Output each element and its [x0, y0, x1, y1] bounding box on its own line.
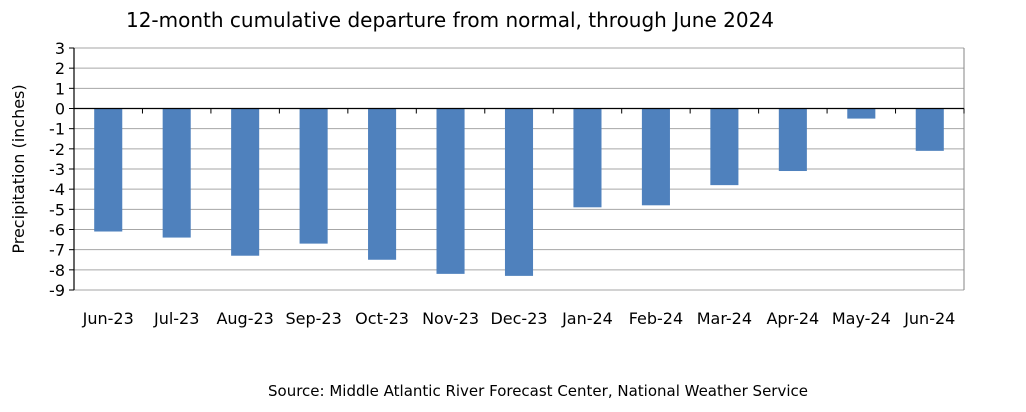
x-tick-label: Jan-24	[561, 309, 613, 328]
y-tick-label: -7	[49, 241, 65, 260]
bar-jul-23	[162, 108, 191, 238]
x-tick-label: Jul-23	[153, 309, 199, 328]
x-tick-labels: Jun-23 Jul-23 Aug-23 Sep-23 Oct-23 Nov-23 Dec-…	[82, 309, 956, 328]
y-tick-label: -6	[49, 221, 65, 240]
x-tick-label: May-24	[832, 309, 891, 328]
bar-feb-24	[641, 108, 670, 206]
bar-mar-24	[710, 108, 739, 186]
y-tick-label: 1	[55, 79, 65, 98]
y-tick-label: -5	[49, 200, 65, 219]
x-tick-label: Feb-24	[629, 309, 683, 328]
bar-aug-23	[231, 108, 260, 256]
chart-title: 12-month cumulative departure from norma…	[126, 8, 774, 32]
x-tick-label: Nov-23	[422, 309, 479, 328]
bar-apr-24	[778, 108, 807, 172]
bars	[94, 108, 944, 276]
source-note: Source: Middle Atlantic River Forecast C…	[268, 382, 808, 400]
x-tick-label: Sep-23	[285, 309, 341, 328]
y-tick-label: -3	[49, 160, 65, 179]
x-tick-label: Jun-24	[903, 309, 955, 328]
bar-jun-23	[94, 108, 123, 232]
y-tick-label: -8	[49, 261, 65, 280]
bar-oct-23	[368, 108, 397, 260]
y-tick-label: 0	[55, 100, 65, 119]
y-tick-label: 3	[55, 39, 65, 58]
bar-jun-24	[915, 108, 944, 151]
bar-may-24	[847, 108, 876, 119]
y-tick-label: -1	[49, 120, 65, 139]
y-axis-label: Precipitation (inches)	[9, 84, 28, 253]
y-tick-label: -2	[49, 140, 65, 159]
x-tick-label: Apr-24	[766, 309, 819, 328]
x-tick-label: Oct-23	[355, 309, 409, 328]
y-tick-label: 2	[55, 59, 65, 78]
x-tick-label: Aug-23	[216, 309, 273, 328]
x-tick-label: Jun-23	[82, 309, 134, 328]
bar-nov-23	[436, 108, 465, 274]
y-tick-label: -4	[49, 180, 65, 199]
y-tick-labels: 321 0-1-2-3-4-5 -6-7-8-9	[49, 39, 65, 300]
bar-dec-23	[504, 108, 534, 276]
bar-jan-24	[573, 108, 602, 208]
x-tick-label: Dec-23	[490, 309, 547, 328]
bar-sep-23	[299, 108, 328, 244]
axes	[69, 47, 965, 291]
x-tick-label: Mar-24	[697, 309, 752, 328]
y-tick-label: -9	[49, 281, 65, 300]
